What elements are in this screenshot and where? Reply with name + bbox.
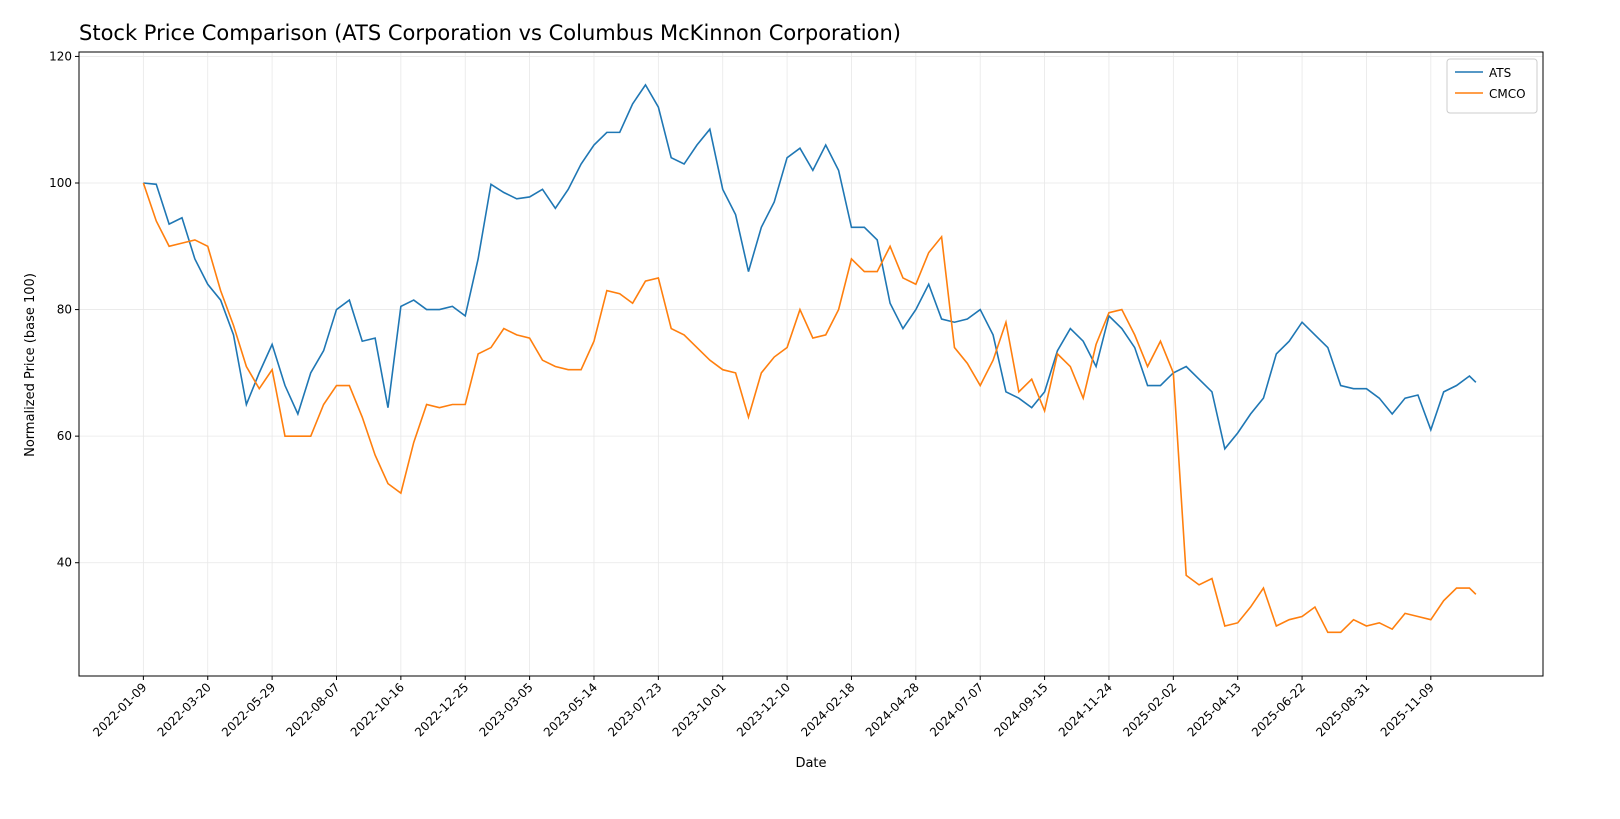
x-tick-label: 2023-12-10 — [734, 680, 793, 739]
x-tick-label: 2022-08-07 — [283, 680, 342, 739]
x-tick-label: 2023-05-14 — [541, 680, 600, 739]
series-line — [142, 182, 1477, 634]
x-tick-label: 2022-12-25 — [412, 680, 471, 739]
y-tick-label: 120 — [49, 49, 72, 63]
y-tick-label: 40 — [57, 556, 72, 570]
legend-label: ATS — [1489, 66, 1511, 80]
chart-title: Stock Price Comparison (ATS Corporation … — [79, 21, 901, 45]
x-tick-label: 2024-04-28 — [863, 680, 922, 739]
x-tick-label: 2025-08-31 — [1313, 680, 1372, 739]
y-tick-label: 60 — [57, 429, 72, 443]
x-tick-label: 2023-10-01 — [670, 680, 729, 739]
x-tick-label: 2025-06-22 — [1249, 680, 1308, 739]
x-tick-label: 2024-02-18 — [798, 680, 857, 739]
y-axis-label: Normalized Price (base 100) — [23, 273, 38, 457]
x-tick-label: 2025-11-09 — [1378, 680, 1437, 739]
x-tick-label: 2022-10-16 — [348, 680, 407, 739]
series-line — [143, 83, 1477, 451]
grid — [79, 52, 1543, 676]
y-tick-label: 80 — [57, 303, 72, 317]
x-tick-label: 2022-03-20 — [155, 680, 214, 739]
x-tick-label: 2024-07-07 — [927, 680, 986, 739]
x-tick-label: 2023-03-05 — [477, 680, 536, 739]
plot-frame — [78, 51, 1544, 677]
x-axis-label: Date — [795, 756, 826, 771]
x-tick-label: 2025-04-13 — [1185, 680, 1244, 739]
legend-label: CMCO — [1489, 87, 1526, 101]
x-tick-label: 2022-01-09 — [90, 680, 149, 739]
x-tick-label: 2024-09-15 — [991, 680, 1050, 739]
y-tick-label: 100 — [49, 176, 72, 190]
x-tick-label: 2023-07-23 — [605, 680, 664, 739]
x-tick-label: 2024-11-24 — [1056, 680, 1115, 739]
x-tick-label: 2022-05-29 — [219, 680, 278, 739]
x-tick-label: 2025-02-02 — [1120, 680, 1179, 739]
legend: ATS CMCO — [1446, 58, 1538, 114]
